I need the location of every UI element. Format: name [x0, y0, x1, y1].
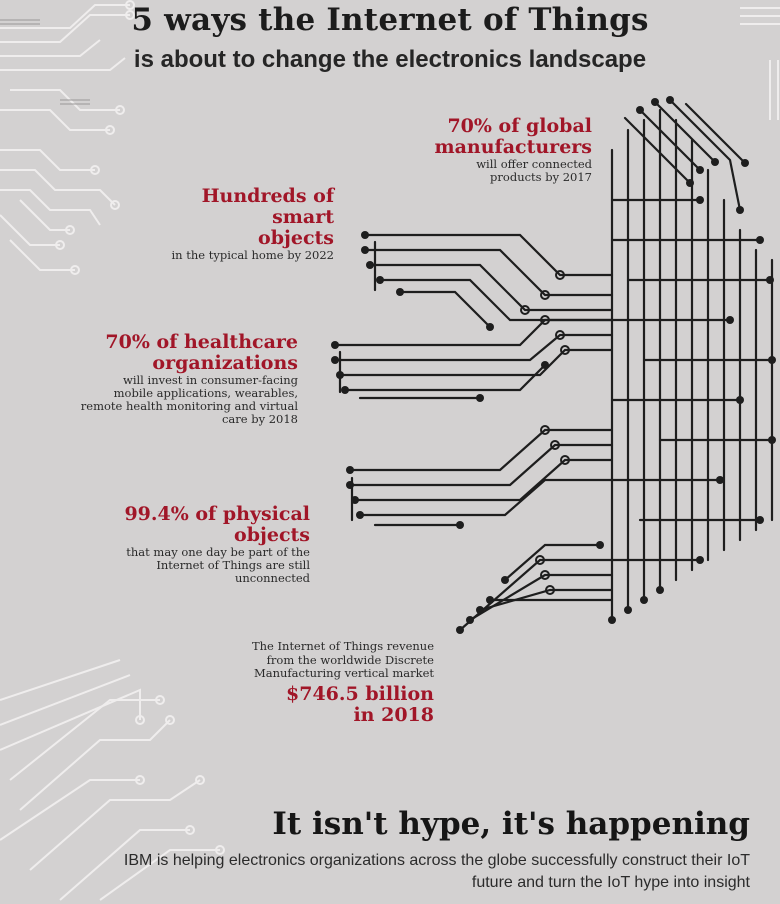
- revenue-amount: $746.5 billion in 2018: [286, 682, 434, 726]
- page-title: 5 ways the Internet of Things: [131, 2, 649, 38]
- page-subtitle: is about to change the electronics lands…: [133, 46, 647, 73]
- stat-detail: in the typical home by 2022: [171, 248, 335, 262]
- stat-smart-objects: Hundreds of smart objects in the typical…: [134, 185, 335, 262]
- stat-healthcare-organizations: 70% of healthcare organizations will inv…: [78, 332, 298, 426]
- stat-headline: 70% of healthcare organizations: [105, 331, 298, 374]
- stat-headline: Hundreds of smart objects: [201, 185, 334, 249]
- revenue-detail: The Internet of Things revenue from the …: [251, 639, 434, 680]
- stat-detail: that may one day be part of the Internet…: [126, 545, 310, 585]
- stat-global-manufacturers: 70% of global manufacturers will offer c…: [392, 115, 593, 184]
- stat-detail: will invest in consumer-facing mobile ap…: [80, 373, 298, 426]
- stat-headline: 99.4% of physical objects: [124, 503, 310, 546]
- stat-detail: will offer connected products by 2017: [476, 157, 592, 184]
- footer-heading: It isn't hype, it's happening: [272, 806, 750, 842]
- stat-physical-objects: 99.4% of physical objects that may one d…: [110, 504, 310, 585]
- footer-text: IBM is helping electronics organizations…: [123, 852, 750, 891]
- stat-headline: 70% of global manufacturers: [434, 115, 593, 158]
- stat-revenue: The Internet of Things revenue from the …: [224, 639, 434, 726]
